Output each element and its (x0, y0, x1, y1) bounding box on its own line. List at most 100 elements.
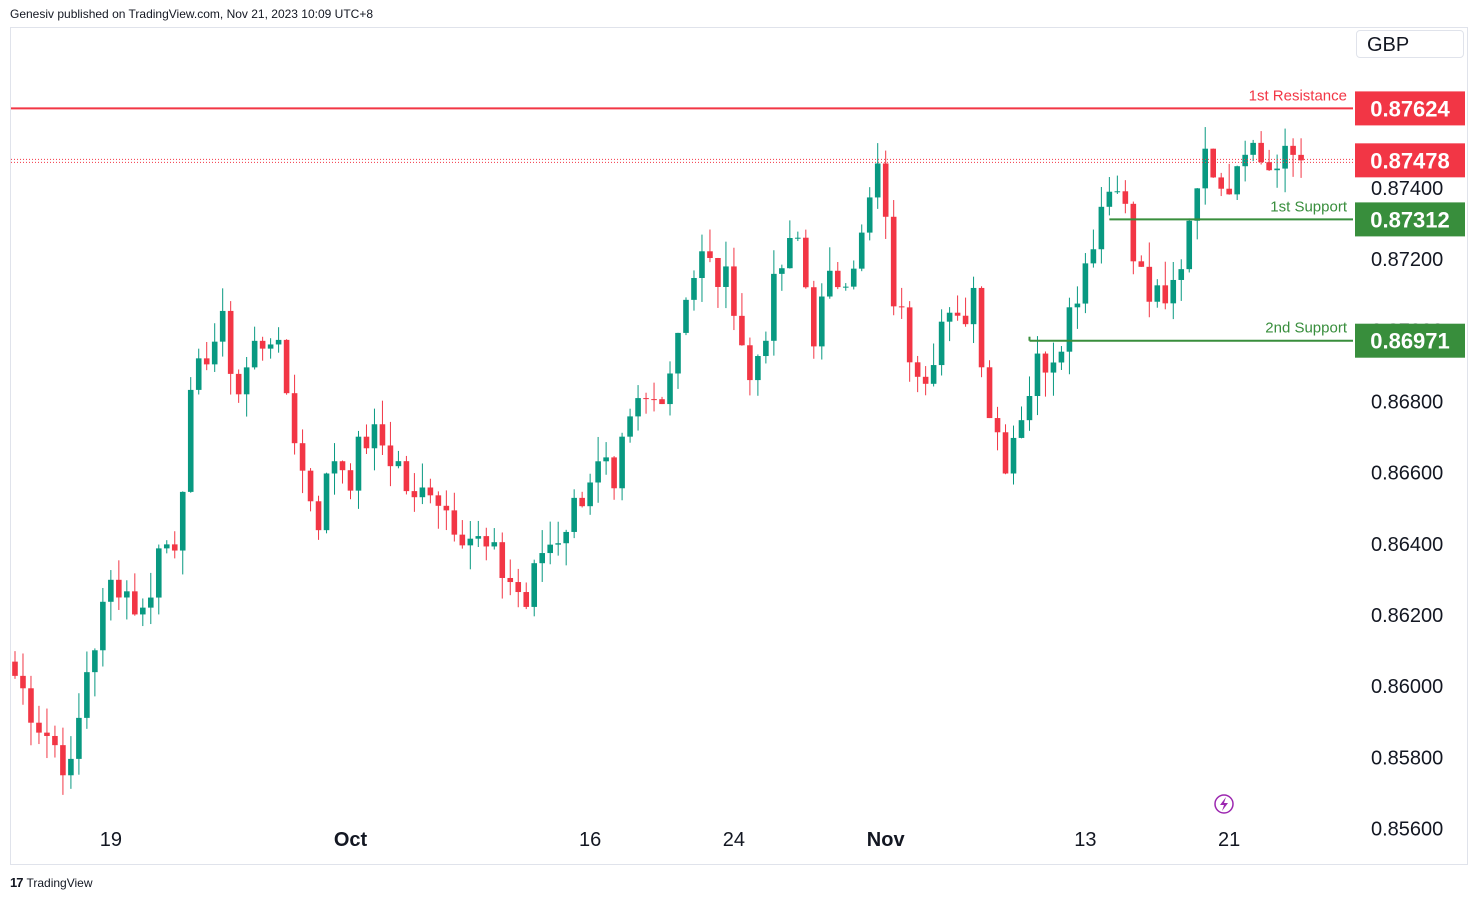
candle-body[interactable] (1210, 148, 1217, 178)
candle-body[interactable] (443, 505, 450, 511)
candle-body[interactable] (60, 745, 66, 776)
candle-body[interactable] (323, 473, 330, 531)
candle-body[interactable] (755, 356, 761, 381)
candle-body[interactable] (179, 491, 186, 551)
candle-body[interactable] (699, 251, 705, 279)
candle-body[interactable] (866, 197, 873, 233)
candle-body[interactable] (1138, 261, 1145, 267)
candle-body[interactable] (539, 553, 546, 564)
candle-body[interactable] (683, 299, 689, 333)
candle-body[interactable] (635, 398, 641, 417)
candle-body[interactable] (171, 544, 178, 551)
candle-body[interactable] (882, 163, 889, 217)
candle-body[interactable] (691, 278, 697, 300)
candle-body[interactable] (155, 548, 162, 598)
candle-body[interactable] (315, 501, 322, 531)
candle-body[interactable] (834, 270, 841, 288)
candle-body[interactable] (595, 461, 601, 483)
candle-body[interactable] (779, 268, 785, 274)
candle-body[interactable] (1010, 437, 1017, 474)
lightning-icon[interactable] (1214, 794, 1234, 814)
candle-body[interactable] (898, 306, 905, 308)
candle-body[interactable] (203, 358, 210, 365)
candle-body[interactable] (395, 461, 402, 467)
candle-body[interactable] (147, 597, 154, 608)
candle-body[interactable] (858, 232, 865, 269)
candle-body[interactable] (459, 534, 466, 546)
candle-body[interactable] (299, 443, 306, 471)
candle-body[interactable] (403, 461, 410, 492)
candle-body[interactable] (371, 424, 378, 449)
candle-body[interactable] (922, 376, 929, 384)
candle-body[interactable] (347, 470, 354, 491)
candle-body[interactable] (1170, 279, 1177, 304)
candle-body[interactable] (163, 544, 170, 549)
candle-body[interactable] (1282, 145, 1288, 169)
candle-body[interactable] (20, 675, 26, 689)
candle-body[interactable] (1194, 188, 1201, 221)
candle-body[interactable] (108, 579, 114, 602)
candle-body[interactable] (307, 470, 314, 502)
candle-body[interactable] (1002, 432, 1009, 474)
candle-body[interactable] (1050, 362, 1057, 373)
candle-body[interactable] (818, 296, 825, 347)
candle-body[interactable] (1082, 263, 1089, 304)
candle-body[interactable] (547, 544, 553, 554)
candle-body[interactable] (874, 163, 881, 198)
candle-body[interactable] (675, 332, 681, 374)
candle-body[interactable] (132, 591, 138, 615)
candle-body[interactable] (1034, 353, 1041, 397)
candle-body[interactable] (1130, 203, 1137, 262)
candle-body[interactable] (491, 542, 498, 547)
chart-frame[interactable]: 0.878000.874000.872000.870000.868000.866… (10, 27, 1468, 865)
candle-body[interactable] (659, 399, 665, 405)
candle-body[interactable] (291, 393, 298, 444)
candle-body[interactable] (1266, 162, 1272, 171)
candle-body[interactable] (355, 436, 362, 491)
candle-body[interactable] (1074, 303, 1081, 308)
candle-body[interactable] (723, 266, 729, 287)
candle-body[interactable] (914, 362, 921, 377)
candle-body[interactable] (52, 735, 58, 746)
candle-body[interactable] (100, 601, 106, 651)
candle-body[interactable] (739, 315, 745, 346)
candle-body[interactable] (747, 345, 753, 381)
candle-body[interactable] (571, 497, 577, 532)
candle-body[interactable] (811, 287, 817, 347)
candle-body[interactable] (555, 543, 561, 545)
candle-body[interactable] (619, 436, 625, 489)
candle-body[interactable] (259, 340, 266, 349)
candle-body[interactable] (771, 273, 777, 341)
candle-body[interactable] (1058, 351, 1065, 363)
candle-body[interactable] (603, 457, 609, 462)
candle-body[interactable] (715, 258, 721, 287)
candle-body[interactable] (587, 482, 593, 507)
candle-body[interactable] (1242, 154, 1248, 167)
candle-body[interactable] (994, 418, 1001, 433)
candle-body[interactable] (651, 399, 657, 401)
candle-body[interactable] (499, 542, 506, 578)
candle-body[interactable] (970, 287, 977, 325)
candle-body[interactable] (579, 497, 585, 507)
candle-body[interactable] (1258, 142, 1264, 163)
candle-body[interactable] (842, 286, 849, 288)
candle-body[interactable] (1218, 177, 1224, 189)
candle-body[interactable] (1226, 188, 1232, 195)
candle-body[interactable] (76, 717, 82, 759)
candle-body[interactable] (563, 531, 569, 544)
candle-body[interactable] (826, 270, 833, 297)
candle-body[interactable] (906, 307, 913, 363)
candle-body[interactable] (251, 340, 258, 368)
candle-body[interactable] (124, 591, 130, 598)
candle-body[interactable] (731, 266, 737, 316)
candlestick-chart[interactable]: 0.878000.874000.872000.870000.868000.866… (11, 28, 1467, 864)
candle-body[interactable] (531, 563, 538, 607)
candle-body[interactable] (1274, 168, 1280, 171)
candle-body[interactable] (1290, 145, 1296, 155)
candle-body[interactable] (187, 389, 194, 492)
candle-body[interactable] (227, 310, 234, 374)
candle-body[interactable] (12, 661, 18, 676)
candle-body[interactable] (930, 365, 937, 384)
candle-body[interactable] (954, 312, 961, 316)
candle-body[interactable] (986, 367, 993, 419)
